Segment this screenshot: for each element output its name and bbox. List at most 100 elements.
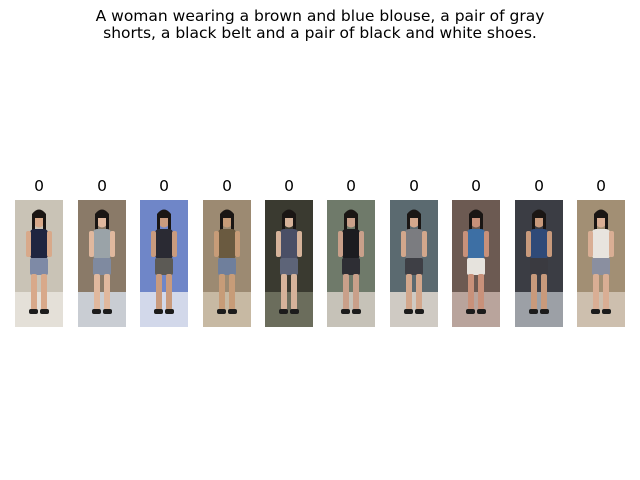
- person-thumbnail[interactable]: [390, 200, 438, 327]
- person-shoe: [165, 309, 174, 314]
- person-thumbnail[interactable]: [452, 200, 500, 327]
- person-top: [342, 229, 360, 259]
- photo-floor: [265, 292, 313, 327]
- result-item: 0: [577, 176, 625, 327]
- result-score: 0: [534, 177, 544, 195]
- person-shoe: [602, 309, 611, 314]
- person-hair: [532, 209, 546, 230]
- person-thumbnail[interactable]: [78, 200, 126, 327]
- result-score: 0: [159, 177, 169, 195]
- person-arm: [484, 231, 489, 257]
- person-leg: [468, 274, 474, 310]
- person-shoe: [217, 309, 226, 314]
- person-thumbnail[interactable]: [265, 200, 313, 327]
- person-thumbnail[interactable]: [15, 200, 63, 327]
- person-arm: [526, 231, 531, 257]
- person-leg: [166, 274, 172, 310]
- result-score: 0: [596, 177, 606, 195]
- person-bottom: [405, 258, 423, 275]
- result-score: 0: [34, 177, 44, 195]
- result-item: 0: [265, 176, 313, 327]
- person-hair: [594, 209, 608, 230]
- person-arm: [401, 231, 406, 257]
- person-leg: [156, 274, 162, 310]
- person-leg: [593, 274, 599, 310]
- person-bottom: [93, 258, 111, 275]
- person-shoe: [529, 309, 538, 314]
- person-top: [155, 229, 173, 259]
- result-item: 0: [15, 176, 63, 327]
- caption-line-2: shorts, a black belt and a pair of black…: [103, 24, 537, 42]
- person-shoe: [540, 309, 549, 314]
- query-caption: A woman wearing a brown and blue blouse,…: [0, 8, 640, 42]
- person-photo: [390, 200, 438, 327]
- result-item: 0: [452, 176, 500, 327]
- result-score: 0: [284, 177, 294, 195]
- person-shoe: [466, 309, 475, 314]
- result-item: 0: [515, 176, 563, 327]
- person-arm: [338, 231, 343, 257]
- person-shoe: [341, 309, 350, 314]
- person-thumbnail[interactable]: [203, 200, 251, 327]
- person-hair: [344, 209, 358, 230]
- caption-line-1: A woman wearing a brown and blue blouse,…: [95, 7, 545, 25]
- photo-floor: [390, 292, 438, 327]
- person-photo: [515, 200, 563, 327]
- person-leg: [94, 274, 100, 310]
- person-arm: [359, 231, 364, 257]
- person-photo: [140, 200, 188, 327]
- person-photo: [15, 200, 63, 327]
- person-hair: [469, 209, 483, 230]
- person-top: [218, 229, 236, 259]
- person-hair: [282, 209, 296, 230]
- person-leg: [353, 274, 359, 310]
- result-item: 0: [390, 176, 438, 327]
- person-thumbnail[interactable]: [327, 200, 375, 327]
- person-photo: [265, 200, 313, 327]
- person-top: [93, 229, 111, 259]
- person-leg: [104, 274, 110, 310]
- person-leg: [343, 274, 349, 310]
- person-photo: [577, 200, 625, 327]
- person-arm: [151, 231, 156, 257]
- person-shoe: [29, 309, 38, 314]
- person-bottom: [155, 258, 173, 275]
- person-arm: [26, 231, 31, 257]
- result-item: 0: [203, 176, 251, 327]
- result-item: 0: [140, 176, 188, 327]
- person-bottom: [342, 258, 360, 275]
- person-thumbnail[interactable]: [140, 200, 188, 327]
- person-arm: [463, 231, 468, 257]
- person-bottom: [218, 258, 236, 275]
- person-thumbnail[interactable]: [515, 200, 563, 327]
- person-hair: [95, 209, 109, 230]
- person-leg: [219, 274, 225, 310]
- person-arm: [609, 231, 614, 257]
- person-leg: [603, 274, 609, 310]
- person-bottom: [467, 258, 485, 275]
- result-score: 0: [222, 177, 232, 195]
- person-leg: [541, 274, 547, 310]
- person-hair: [32, 209, 46, 230]
- person-thumbnail[interactable]: [577, 200, 625, 327]
- person-top: [280, 229, 298, 259]
- person-shoe: [279, 309, 288, 314]
- photo-floor: [15, 292, 63, 327]
- person-arm: [89, 231, 94, 257]
- person-bottom: [530, 258, 548, 275]
- person-leg: [478, 274, 484, 310]
- person-shoe: [228, 309, 237, 314]
- result-item: 0: [78, 176, 126, 327]
- person-photo: [203, 200, 251, 327]
- person-arm: [235, 231, 240, 257]
- photo-floor: [577, 292, 625, 327]
- person-photo: [78, 200, 126, 327]
- person-top: [592, 229, 610, 259]
- photo-floor: [78, 292, 126, 327]
- person-bottom: [30, 258, 48, 275]
- photo-floor: [203, 292, 251, 327]
- person-top: [30, 229, 48, 259]
- photo-floor: [140, 292, 188, 327]
- photo-floor: [452, 292, 500, 327]
- person-hair: [220, 209, 234, 230]
